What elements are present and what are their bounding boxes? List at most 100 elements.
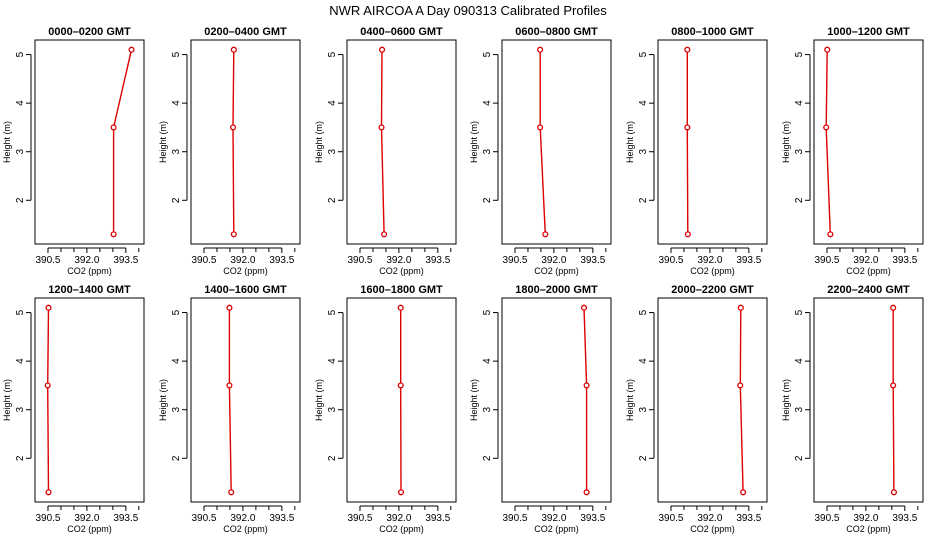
- y-tick-label: 2: [15, 197, 26, 203]
- y-tick-label: 5: [638, 51, 649, 57]
- profile-point: [44, 382, 51, 389]
- y-axis-label: Height (m): [158, 121, 168, 163]
- x-axis-label: CO2 (ppm): [67, 266, 112, 276]
- y-tick-label: 3: [15, 148, 26, 154]
- panel-title: 0800–1000 GMT: [671, 26, 754, 38]
- x-tick-label: 393.5: [113, 255, 138, 266]
- y-axis-label: Height (m): [781, 379, 791, 421]
- x-tick-label: 393.5: [736, 255, 761, 266]
- panel-title: 0400–0600 GMT: [360, 26, 443, 38]
- y-axis-label: Height (m): [469, 121, 479, 163]
- x-axis-label: CO2 (ppm): [690, 266, 735, 276]
- y-axis-label: Height (m): [2, 121, 12, 163]
- y-tick-label: 5: [15, 309, 26, 315]
- profile-line: [46, 307, 50, 493]
- plot-frame: [34, 297, 145, 503]
- y-tick-label: 3: [327, 148, 338, 154]
- y-tick-label: 4: [482, 100, 493, 106]
- x-tick-label: 390.5: [658, 255, 683, 266]
- panel-title: 1600–1800 GMT: [360, 284, 443, 296]
- y-tick-label: 3: [15, 406, 26, 412]
- x-tick-label: 392.0: [697, 513, 722, 524]
- panel-title: 1800–2000 GMT: [515, 284, 598, 296]
- y-axis-label: Height (m): [625, 379, 635, 421]
- x-tick-label: 392.0: [386, 255, 411, 266]
- profile-point: [740, 489, 747, 496]
- profile-point: [583, 382, 590, 389]
- y-tick-label: 2: [794, 197, 805, 203]
- x-tick-label: 392.0: [230, 255, 255, 266]
- profile-point: [128, 46, 135, 53]
- profile-point: [824, 46, 831, 53]
- y-tick-label: 4: [794, 358, 805, 364]
- profile-line: [892, 307, 895, 493]
- y-tick-label: 5: [794, 309, 805, 315]
- panel-title: 1400–1600 GMT: [204, 284, 287, 296]
- y-tick-label: 3: [638, 148, 649, 154]
- profile-point: [230, 46, 237, 53]
- x-tick-label: 392.0: [74, 513, 99, 524]
- plot-frame: [190, 39, 301, 245]
- plot-frame: [657, 297, 768, 503]
- profile-point: [890, 382, 897, 389]
- y-axis-label: Height (m): [625, 121, 635, 163]
- x-tick-label: 392.0: [697, 255, 722, 266]
- y-tick-label: 5: [794, 51, 805, 57]
- profile-point: [684, 231, 691, 238]
- y-tick-label: 3: [327, 406, 338, 412]
- x-tick-label: 393.5: [892, 513, 917, 524]
- y-tick-label: 3: [171, 148, 182, 154]
- x-tick-label: 393.5: [269, 513, 294, 524]
- y-axis-label: Height (m): [781, 121, 791, 163]
- profile-point: [542, 231, 549, 238]
- x-tick-label: 392.0: [541, 513, 566, 524]
- profile-point: [397, 304, 404, 311]
- plot-frame: [657, 39, 768, 245]
- profile-point: [229, 124, 237, 131]
- y-tick-label: 2: [794, 455, 805, 461]
- x-tick-label: 390.5: [347, 255, 372, 266]
- profile-point: [226, 304, 233, 311]
- profile-point: [737, 382, 744, 389]
- profile-point: [823, 124, 830, 131]
- y-tick-label: 2: [15, 455, 26, 461]
- y-tick-label: 4: [638, 100, 649, 106]
- y-tick-label: 4: [15, 100, 26, 106]
- profile-point: [827, 231, 834, 238]
- x-axis-label: CO2 (ppm): [223, 266, 268, 276]
- y-tick-label: 3: [794, 148, 805, 154]
- y-tick-label: 4: [327, 100, 338, 106]
- y-tick-label: 3: [171, 406, 182, 412]
- profile-point: [110, 231, 117, 238]
- y-tick-label: 2: [638, 197, 649, 203]
- x-tick-label: 392.0: [853, 513, 878, 524]
- x-tick-label: 390.5: [502, 255, 527, 266]
- x-tick-label: 393.5: [425, 255, 450, 266]
- profile-point: [230, 231, 237, 238]
- profile-point: [397, 489, 405, 496]
- y-tick-label: 5: [482, 309, 493, 315]
- x-tick-label: 390.5: [347, 513, 372, 524]
- x-axis-label: CO2 (ppm): [846, 266, 891, 276]
- y-tick-label: 4: [15, 358, 26, 364]
- profile-point: [110, 124, 117, 131]
- profile-point: [381, 231, 388, 238]
- x-tick-label: 390.5: [658, 513, 683, 524]
- x-tick-label: 392.0: [541, 255, 566, 266]
- profile-point: [583, 489, 590, 496]
- profile-point: [684, 46, 691, 53]
- figure-title: NWR AIRCOA A Day 090313 Calibrated Profi…: [329, 3, 607, 18]
- panel-title: 0000–0200 GMT: [48, 26, 131, 38]
- profile-point: [684, 124, 691, 131]
- y-tick-label: 4: [638, 358, 649, 364]
- x-axis-label: CO2 (ppm): [379, 266, 424, 276]
- x-tick-label: 393.5: [425, 513, 450, 524]
- y-axis-label: Height (m): [158, 379, 168, 421]
- y-tick-label: 2: [638, 455, 649, 461]
